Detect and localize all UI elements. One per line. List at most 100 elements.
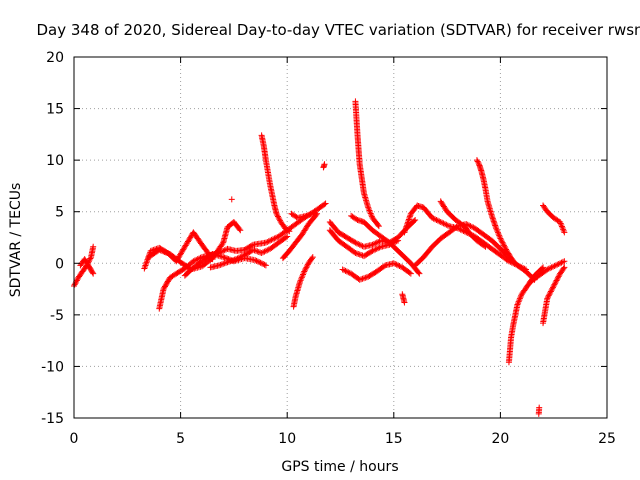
data-point — [366, 207, 373, 214]
data-point — [265, 238, 272, 245]
data-point — [552, 278, 559, 285]
data-point — [359, 275, 366, 282]
data-point — [231, 256, 238, 263]
data-point — [550, 282, 557, 289]
data-point — [393, 261, 400, 268]
data-point — [304, 263, 311, 270]
data-point — [369, 241, 376, 248]
data-point — [415, 269, 422, 276]
data-point — [367, 210, 374, 217]
data-point — [296, 278, 303, 285]
data-point — [298, 274, 305, 281]
data-point — [220, 260, 227, 267]
data-point — [546, 291, 553, 298]
data-point — [221, 260, 228, 267]
data-point — [547, 289, 554, 296]
data-point — [510, 258, 517, 265]
data-point — [309, 254, 316, 261]
data-point — [234, 255, 241, 262]
data-point — [264, 247, 271, 254]
data-point — [560, 226, 567, 233]
data-point — [300, 271, 307, 278]
data-point — [144, 258, 151, 265]
data-point — [466, 222, 473, 229]
data-point — [363, 274, 370, 281]
data-point — [158, 247, 165, 254]
data-point — [142, 261, 149, 268]
data-point — [360, 275, 367, 282]
data-point — [498, 238, 505, 245]
data-point — [162, 282, 169, 289]
data-point — [251, 247, 258, 254]
data-point — [258, 260, 265, 267]
data-point — [260, 261, 267, 268]
data-point — [557, 219, 564, 226]
data-point — [373, 245, 380, 252]
data-point — [303, 212, 310, 219]
data-point — [401, 299, 408, 306]
data-point — [459, 227, 466, 234]
y-tick-label: -10 — [41, 359, 64, 375]
data-point — [553, 277, 560, 284]
y-tick-label: -5 — [50, 308, 64, 324]
data-point — [142, 262, 149, 269]
data-point — [358, 242, 365, 249]
data-point — [434, 217, 441, 224]
data-point — [496, 232, 503, 239]
data-point — [396, 263, 403, 270]
data-point — [306, 211, 313, 218]
data-point — [551, 263, 558, 270]
data-point — [544, 295, 551, 302]
data-point — [552, 280, 559, 287]
data-point — [441, 221, 448, 228]
data-point — [194, 256, 201, 263]
data-point — [286, 228, 293, 235]
data-point — [250, 246, 257, 253]
data-point — [303, 264, 310, 271]
data-point — [257, 259, 264, 266]
data-point — [517, 294, 524, 301]
data-point — [240, 252, 247, 259]
data-point — [392, 260, 399, 267]
data-point — [500, 241, 507, 248]
data-point — [352, 249, 359, 256]
y-tick-label: -15 — [41, 411, 64, 427]
data-point — [254, 258, 261, 265]
data-point — [269, 236, 276, 243]
data-point — [554, 274, 561, 281]
data-point — [356, 276, 363, 283]
data-point — [500, 242, 507, 249]
data-point — [164, 249, 171, 256]
data-point — [238, 253, 245, 260]
data-point — [164, 279, 171, 286]
data-point — [141, 263, 148, 270]
data-point — [284, 233, 291, 240]
data-point — [353, 240, 360, 247]
data-point — [560, 227, 567, 234]
data-point — [351, 249, 358, 256]
data-point — [372, 240, 379, 247]
data-point — [252, 257, 259, 264]
data-point — [554, 261, 561, 268]
data-point — [262, 247, 269, 254]
data-point — [141, 265, 148, 272]
data-point — [237, 254, 244, 261]
data-point — [355, 251, 362, 258]
data-point — [274, 212, 281, 219]
data-point — [547, 288, 554, 295]
data-point — [481, 242, 488, 249]
data-point — [311, 209, 318, 216]
data-point — [516, 295, 523, 302]
data-point — [161, 248, 168, 255]
data-point — [304, 212, 311, 219]
data-point — [285, 227, 292, 234]
data-point — [358, 276, 365, 283]
data-point — [156, 246, 163, 253]
data-point — [547, 265, 554, 272]
data-point — [365, 206, 372, 213]
data-point — [437, 219, 444, 226]
data-point — [559, 258, 566, 265]
data-point — [355, 241, 362, 248]
data-point — [341, 267, 348, 274]
data-point — [353, 216, 360, 223]
